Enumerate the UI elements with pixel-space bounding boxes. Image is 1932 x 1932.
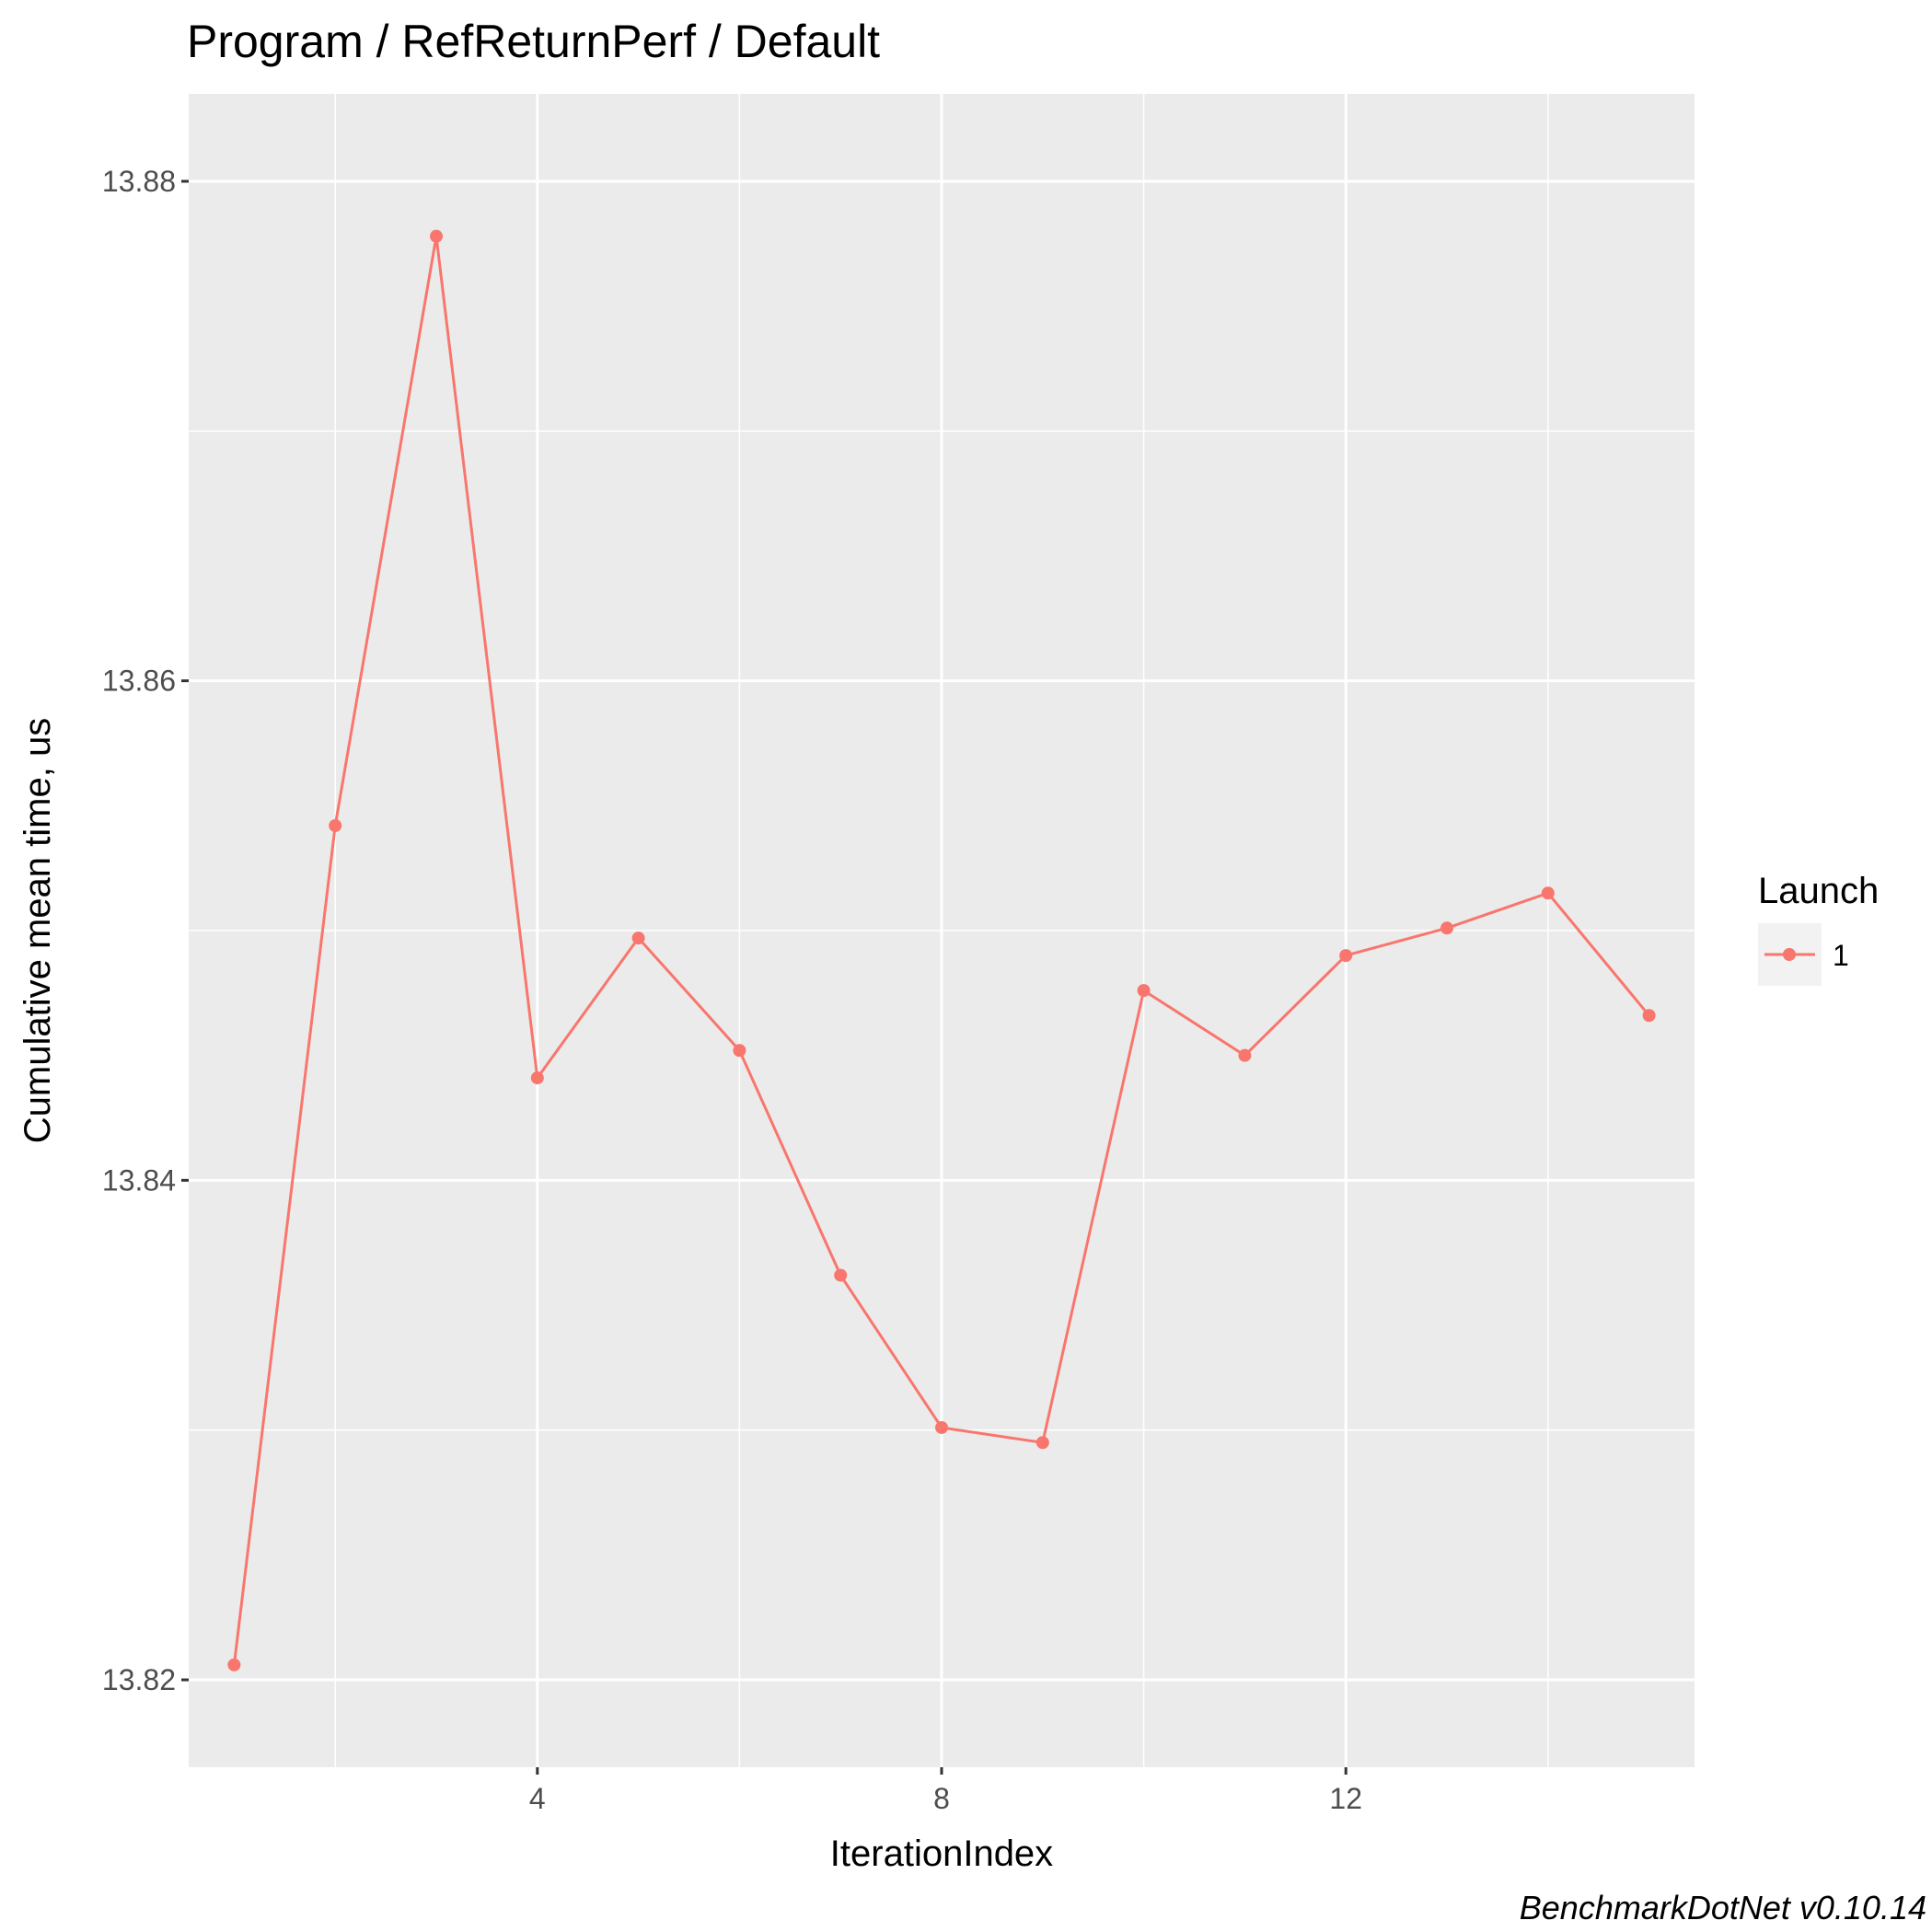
data-point-10: [1137, 984, 1151, 998]
data-point-4: [530, 1071, 544, 1085]
x-axis-title: IterationIndex: [830, 1834, 1053, 1874]
grid-major: [189, 94, 1695, 1767]
y-tick-label-3: 13.88: [102, 165, 176, 198]
data-point-13: [1440, 921, 1453, 935]
legend-title: Launch: [1758, 871, 1879, 911]
data-point-1: [227, 1658, 241, 1672]
data-point-5: [631, 931, 645, 945]
data-point-12: [1339, 949, 1353, 963]
y-tick-label-0: 13.82: [102, 1663, 176, 1696]
axis-ticks: 13.82 13.84 13.86 13.88 4 8 12: [102, 165, 1362, 1815]
y-tick-label-2: 13.86: [102, 665, 176, 698]
y-tick-label-1: 13.84: [102, 1163, 176, 1197]
data-point-3: [430, 229, 444, 243]
data-point-15: [1642, 1009, 1656, 1023]
legend: Launch 1: [1758, 871, 1879, 986]
data-point-14: [1541, 886, 1555, 900]
x-tick-label-2: 12: [1329, 1782, 1362, 1815]
caption: BenchmarkDotNet v0.10.14: [1520, 1889, 1926, 1926]
data-point-6: [733, 1044, 746, 1058]
data-point-11: [1238, 1048, 1252, 1062]
x-tick-label-0: 4: [529, 1782, 546, 1815]
x-tick-label-1: 8: [933, 1782, 950, 1815]
data-point-8: [935, 1420, 948, 1434]
data-point-2: [329, 819, 342, 833]
legend-key-point: [1783, 948, 1796, 961]
data-point-9: [1035, 1436, 1049, 1450]
y-axis-title: Cumulative mean time, us: [17, 718, 58, 1143]
series-layer: [227, 229, 1656, 1672]
data-point-7: [834, 1268, 848, 1282]
chart-title: Program / RefReturnPerf / Default: [187, 16, 880, 67]
legend-label-1: 1: [1833, 939, 1849, 972]
